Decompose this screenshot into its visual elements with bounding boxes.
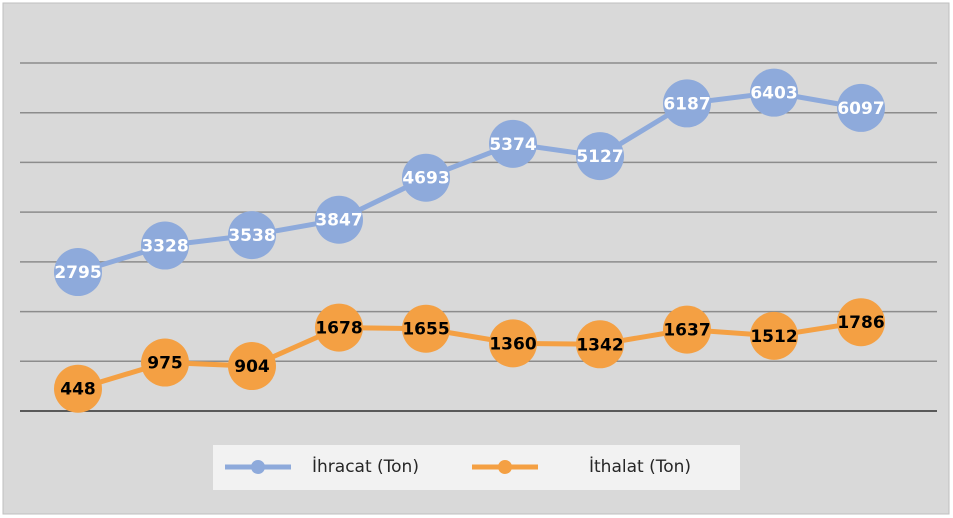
data-label: 1512 [750, 327, 797, 347]
data-label: 1786 [837, 313, 884, 333]
data-label: 975 [147, 354, 183, 374]
data-label: 3328 [141, 237, 188, 257]
legend-label: İthalat (Ton) [589, 456, 691, 477]
data-label: 6187 [663, 94, 710, 114]
marker [663, 79, 711, 128]
data-label: 2795 [54, 263, 101, 283]
marker [315, 195, 363, 244]
marker [402, 304, 450, 353]
data-label: 3847 [315, 211, 362, 231]
marker [315, 303, 363, 352]
data-label: 904 [234, 357, 270, 377]
legend-label: İhracat (Ton) [312, 456, 419, 477]
marker [576, 320, 624, 369]
data-label: 6403 [750, 84, 797, 104]
data-label: 1342 [576, 335, 623, 355]
data-label: 3538 [228, 226, 275, 246]
data-label: 4693 [402, 169, 449, 189]
data-label: 1678 [315, 319, 362, 339]
data-label: 1637 [663, 321, 710, 341]
legend-marker [498, 460, 512, 474]
series-line [77, 90, 862, 275]
marker [228, 342, 276, 391]
data-label: 5374 [489, 135, 536, 155]
series-line [77, 319, 862, 392]
marker [837, 298, 885, 347]
marker [141, 338, 189, 387]
marker [54, 248, 102, 297]
data-label: 6097 [837, 99, 884, 119]
data-label: 448 [60, 380, 96, 400]
marker [141, 221, 189, 270]
data-label: 5127 [576, 147, 623, 167]
marker [750, 68, 798, 117]
marker [750, 311, 798, 360]
marker [576, 132, 624, 181]
marker [228, 211, 276, 260]
marker [489, 319, 537, 368]
marker [54, 364, 102, 413]
data-label: 1655 [402, 320, 449, 340]
marker [489, 119, 537, 168]
marker [402, 153, 450, 202]
legend-marker [251, 460, 265, 474]
data-label: 1360 [489, 334, 536, 354]
marker [837, 83, 885, 132]
marker [663, 305, 711, 354]
